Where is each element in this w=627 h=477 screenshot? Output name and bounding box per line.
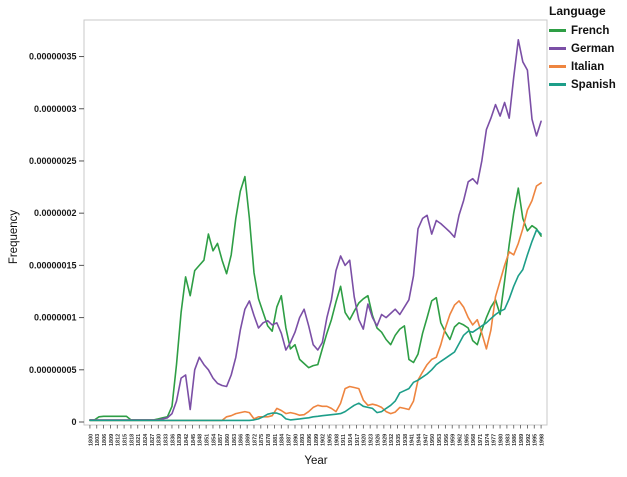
x-tick-label-48: 1944 bbox=[416, 433, 422, 446]
legend-item-french: French bbox=[549, 24, 616, 37]
x-tick-label-25: 1875 bbox=[259, 434, 265, 446]
x-tick-label-0: 1800 bbox=[88, 434, 94, 446]
x-tick-label-22: 1866 bbox=[239, 434, 245, 446]
x-tick-label-54: 1962 bbox=[457, 434, 463, 446]
y-tick-label-4: 0.0000002 bbox=[34, 208, 77, 218]
x-tick-label-43: 1929 bbox=[382, 434, 388, 446]
x-tick-label-30: 1890 bbox=[293, 434, 299, 446]
x-tick-label-10: 1830 bbox=[157, 434, 163, 446]
legend-item-italian: Italian bbox=[549, 60, 616, 73]
y-tick-label-7: 0.00000035 bbox=[29, 52, 77, 62]
x-tick-label-36: 1908 bbox=[334, 434, 340, 446]
legend-label-french: French bbox=[571, 24, 610, 37]
x-tick-label-8: 1824 bbox=[143, 433, 149, 446]
x-tick-label-51: 1953 bbox=[437, 434, 443, 446]
x-tick-label-66: 1998 bbox=[539, 434, 545, 446]
legend-swatch-italian-icon bbox=[549, 65, 566, 68]
x-tick-label-61: 1983 bbox=[505, 434, 511, 446]
x-tick-label-35: 1905 bbox=[328, 434, 334, 446]
legend-swatch-german-icon bbox=[549, 47, 566, 50]
x-tick-label-59: 1977 bbox=[492, 434, 498, 446]
x-tick-label-1: 1803 bbox=[95, 434, 101, 446]
x-tick-label-39: 1917 bbox=[355, 434, 361, 446]
x-tick-label-47: 1941 bbox=[410, 434, 416, 446]
x-tick-label-31: 1893 bbox=[300, 434, 306, 446]
legend-item-german: German bbox=[549, 42, 616, 55]
x-tick-label-15: 1845 bbox=[191, 434, 197, 446]
x-tick-label-2: 1806 bbox=[102, 434, 108, 446]
x-tick-label-46: 1938 bbox=[403, 434, 409, 446]
x-tick-label-6: 1818 bbox=[129, 434, 135, 446]
legend-label-italian: Italian bbox=[571, 60, 605, 73]
x-tick-label-55: 1965 bbox=[464, 434, 470, 446]
x-tick-label-62: 1986 bbox=[512, 434, 518, 446]
x-axis-title: Year bbox=[304, 455, 328, 467]
x-tick-label-21: 1863 bbox=[232, 434, 238, 446]
x-tick-label-57: 1971 bbox=[478, 434, 484, 446]
y-tick-label-2: 0.0000001 bbox=[34, 313, 77, 323]
legend-title: Language bbox=[549, 4, 606, 18]
y-axis-title: Frequency bbox=[8, 209, 20, 265]
series-line-german bbox=[89, 38, 542, 421]
x-tick-label-17: 1851 bbox=[205, 434, 211, 446]
x-tick-label-16: 1848 bbox=[198, 434, 204, 446]
x-tick-label-52: 1956 bbox=[444, 434, 450, 446]
x-tick-label-28: 1884 bbox=[280, 433, 286, 446]
x-tick-label-37: 1911 bbox=[341, 434, 347, 446]
y-tick-label-1: 0.00000005 bbox=[29, 365, 77, 375]
legend-label-german: German bbox=[571, 42, 615, 55]
x-tick-label-45: 1935 bbox=[396, 434, 402, 446]
x-tick-label-20: 1860 bbox=[225, 434, 231, 446]
legend-swatch-french-icon bbox=[549, 29, 566, 32]
y-tick-label-0: 0 bbox=[71, 417, 76, 427]
series-line-italian bbox=[89, 182, 542, 422]
x-tick-label-56: 1968 bbox=[471, 434, 477, 446]
legend-swatch-spanish-icon bbox=[549, 83, 566, 86]
x-tick-label-38: 1914 bbox=[348, 433, 354, 446]
x-tick-label-9: 1827 bbox=[150, 434, 156, 446]
x-tick-label-12: 1836 bbox=[170, 434, 176, 446]
series-line-french bbox=[89, 175, 542, 421]
x-tick-label-63: 1989 bbox=[519, 434, 525, 446]
x-tick-label-26: 1878 bbox=[266, 434, 272, 446]
series-line-spanish bbox=[89, 229, 542, 422]
x-tick-label-41: 1923 bbox=[369, 434, 375, 446]
x-tick-label-14: 1842 bbox=[184, 434, 190, 446]
x-tick-label-44: 1932 bbox=[389, 434, 395, 446]
x-tick-label-50: 1950 bbox=[430, 434, 436, 446]
x-tick-label-19: 1857 bbox=[218, 434, 224, 446]
x-tick-label-29: 1887 bbox=[287, 434, 293, 446]
x-tick-label-4: 1812 bbox=[116, 434, 122, 446]
x-tick-label-49: 1947 bbox=[423, 434, 429, 446]
legend-item-spanish: Spanish bbox=[549, 78, 616, 91]
x-tick-label-3: 1809 bbox=[109, 434, 115, 446]
x-tick-label-13: 1839 bbox=[177, 434, 183, 446]
x-tick-label-34: 1902 bbox=[321, 434, 327, 446]
x-tick-label-32: 1896 bbox=[307, 434, 313, 446]
legend-label-spanish: Spanish bbox=[571, 78, 616, 91]
x-tick-label-60: 1980 bbox=[498, 434, 504, 446]
x-tick-label-27: 1881 bbox=[273, 434, 279, 446]
x-tick-label-53: 1959 bbox=[451, 434, 457, 446]
x-tick-label-42: 1926 bbox=[375, 434, 381, 446]
y-tick-label-5: 0.00000025 bbox=[29, 156, 77, 166]
x-tick-label-65: 1995 bbox=[533, 434, 539, 446]
plot-border bbox=[83, 19, 548, 426]
x-tick-label-5: 1815 bbox=[123, 434, 129, 446]
x-tick-label-40: 1920 bbox=[362, 434, 368, 446]
x-tick-label-23: 1869 bbox=[246, 434, 252, 446]
x-tick-label-18: 1854 bbox=[211, 433, 217, 446]
x-tick-label-24: 1872 bbox=[252, 434, 258, 446]
x-tick-label-64: 1992 bbox=[526, 434, 532, 446]
y-tick-label-6: 0.0000003 bbox=[34, 104, 77, 114]
x-tick-label-7: 1821 bbox=[136, 434, 142, 446]
x-tick-label-11: 1833 bbox=[164, 434, 170, 446]
x-tick-label-33: 1899 bbox=[314, 434, 320, 446]
legend: Language French German Italian Spanish bbox=[549, 4, 616, 96]
y-tick-label-3: 0.00000015 bbox=[29, 260, 77, 270]
x-tick-label-58: 1974 bbox=[485, 433, 491, 446]
